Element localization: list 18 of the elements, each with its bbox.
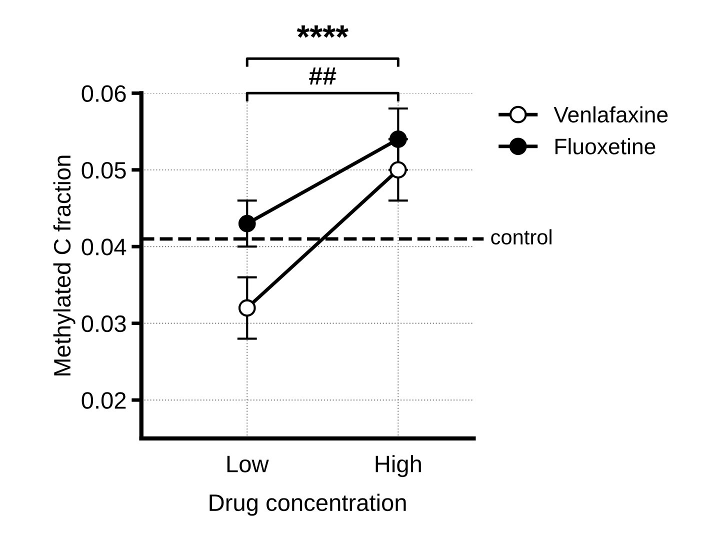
ref-line-label: control <box>491 229 552 245</box>
x-tick-label: Low <box>227 456 269 472</box>
legend-label: Fluoxetine <box>555 138 656 154</box>
text: **** <box>296 25 349 38</box>
point <box>238 299 256 317</box>
legend-label: Venlafaxine <box>554 106 668 123</box>
y-tick-label: 0.04 <box>82 238 126 256</box>
point <box>389 161 407 179</box>
y-axis-title: Methylated C fraction <box>53 156 76 376</box>
y-tick-label: 0.02 <box>82 392 126 409</box>
point <box>238 214 256 232</box>
text: ## <box>309 67 336 85</box>
y-tick-label: 0.05 <box>82 162 126 179</box>
y-tick-label: 0.06 <box>82 85 126 102</box>
point <box>389 130 407 148</box>
x-tick-label: High <box>376 455 421 478</box>
x-axis-title: Drug concentration <box>210 494 406 516</box>
y-tick-label: 0.03 <box>82 315 126 332</box>
